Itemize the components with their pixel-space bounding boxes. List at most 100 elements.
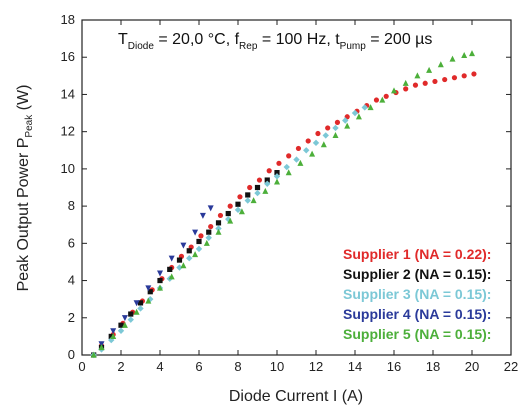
series-3-point <box>322 132 329 139</box>
y-tick-label: 14 <box>61 86 75 101</box>
series-2-point <box>215 220 222 226</box>
series-5-point <box>121 321 128 328</box>
series-1-point <box>383 93 389 99</box>
series-1-point <box>451 75 458 81</box>
series-5-point <box>90 351 97 358</box>
series-2-point <box>225 210 231 217</box>
series-3-point <box>117 327 125 335</box>
x-tick-label: 4 <box>156 359 163 374</box>
series-2-point <box>108 333 114 339</box>
series-1-point <box>461 73 467 79</box>
series-5-point <box>355 113 362 120</box>
series-3-point <box>244 197 251 204</box>
series-2-point <box>274 170 280 176</box>
plot-frame <box>81 19 512 356</box>
y-tick-label: 12 <box>61 124 75 139</box>
series-4-point <box>121 315 128 322</box>
series-1-point <box>286 153 292 159</box>
series-4-point <box>207 205 214 212</box>
x-tick-label: 12 <box>309 359 323 374</box>
series-1-point <box>432 78 438 85</box>
series-1-point <box>305 138 311 144</box>
series-2-point <box>157 277 163 284</box>
series-5-point <box>145 297 152 304</box>
series-5-point <box>110 332 117 339</box>
series-1-point <box>403 86 409 92</box>
series-2-point <box>245 192 251 198</box>
series-3-point <box>264 180 271 187</box>
series-5-point <box>98 344 105 351</box>
series-1-point <box>276 160 282 166</box>
series-3-point <box>283 163 290 171</box>
series-3-point <box>273 173 281 180</box>
series-5-point <box>437 61 444 68</box>
series-1-point <box>442 76 448 83</box>
series-2-point <box>235 201 241 207</box>
series-1-point <box>217 212 224 219</box>
series-2-point <box>196 238 202 245</box>
series-2-point <box>264 177 270 183</box>
series-5-point <box>238 208 245 215</box>
series-5-point <box>461 51 468 58</box>
y-axis-title: Peak Output Power PPeak (W) <box>15 85 35 292</box>
series-5-point <box>367 104 374 111</box>
series-3-point <box>176 264 183 271</box>
series-5-point <box>157 284 163 291</box>
y-tick-label: 0 <box>68 347 75 362</box>
legend-entry-supplier-4: Supplier 4 (NA = 0.15): <box>343 306 491 322</box>
series-2-point <box>137 300 144 306</box>
series-3-point <box>254 189 261 197</box>
series-5-point <box>203 239 210 246</box>
series-1-point <box>247 184 253 191</box>
y-tick-label: 10 <box>61 161 75 176</box>
series-1-point <box>208 223 214 230</box>
series-2-point <box>128 311 134 317</box>
y-tick-label: 4 <box>68 273 75 288</box>
legend: Supplier 1 (NA = 0.22): Supplier 2 (NA = … <box>343 246 491 342</box>
y-tick-label: 6 <box>68 235 75 250</box>
legend-entry-supplier-2: Supplier 2 (NA = 0.15): <box>343 266 491 282</box>
series-5-point <box>180 262 187 269</box>
series-1-point <box>237 194 243 200</box>
series-3-point <box>361 104 368 111</box>
series-3-point <box>127 316 134 323</box>
series-5-point <box>262 187 269 194</box>
series-2-point <box>206 229 212 235</box>
series-5-point <box>215 228 222 235</box>
series-3-point <box>205 234 212 241</box>
series-4-point <box>180 242 187 249</box>
series-4-point <box>199 212 206 219</box>
legend-entry-supplier-5: Supplier 5 (NA = 0.15): <box>343 326 491 342</box>
series-5-point <box>309 150 316 157</box>
series-3-point <box>312 139 320 147</box>
x-tick-label: 22 <box>504 359 518 374</box>
series-5-point <box>274 178 280 185</box>
series-1-point <box>266 168 272 174</box>
series-3-point <box>225 215 232 223</box>
legend-entry-supplier-3: Supplier 3 (NA = 0.15): <box>343 286 491 302</box>
axis-ticks: 0 2 4 6 8 10 12 14 16 18 20 22 0 2 4 6 8 10 12 14 16 18 <box>61 12 518 374</box>
series-3-point <box>147 295 154 303</box>
series-3-point <box>234 206 242 214</box>
series-5-point <box>391 87 397 94</box>
x-tick-label: 10 <box>270 359 284 374</box>
x-tick-label: 18 <box>426 359 440 374</box>
x-tick-label: 8 <box>234 359 241 374</box>
series-3-point <box>137 305 144 312</box>
series-5-point <box>344 122 351 129</box>
y-tick-label: 18 <box>61 12 75 27</box>
series-4-point <box>145 285 152 292</box>
series-5-point <box>449 55 456 62</box>
series-5-point <box>168 273 175 280</box>
series-1-point <box>325 125 331 131</box>
series-5-point <box>297 159 304 166</box>
series-1-point <box>256 177 263 183</box>
series-2-point <box>147 289 153 295</box>
series-1-point <box>422 80 428 86</box>
x-tick-label: 0 <box>78 359 85 374</box>
y-tick-label: 2 <box>68 310 75 325</box>
series-5-point <box>192 251 199 258</box>
series-4-point <box>110 328 117 335</box>
series-5-point <box>250 197 257 204</box>
